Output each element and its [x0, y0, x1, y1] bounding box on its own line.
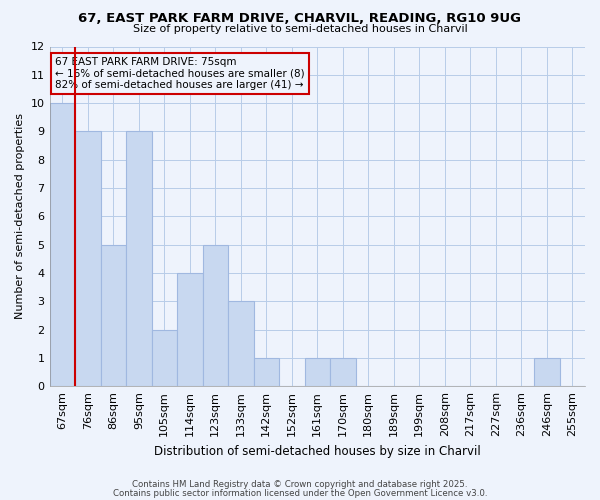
Bar — [534, 358, 560, 386]
Bar — [75, 132, 101, 386]
Text: 67 EAST PARK FARM DRIVE: 75sqm
← 16% of semi-detached houses are smaller (8)
82%: 67 EAST PARK FARM DRIVE: 75sqm ← 16% of … — [55, 56, 305, 90]
Bar — [101, 244, 126, 386]
Text: Size of property relative to semi-detached houses in Charvil: Size of property relative to semi-detach… — [133, 24, 467, 34]
Text: Contains HM Land Registry data © Crown copyright and database right 2025.: Contains HM Land Registry data © Crown c… — [132, 480, 468, 489]
Bar — [126, 132, 152, 386]
Bar — [305, 358, 330, 386]
Bar — [203, 244, 228, 386]
Bar — [254, 358, 279, 386]
X-axis label: Distribution of semi-detached houses by size in Charvil: Distribution of semi-detached houses by … — [154, 444, 481, 458]
Bar — [330, 358, 356, 386]
Text: 67, EAST PARK FARM DRIVE, CHARVIL, READING, RG10 9UG: 67, EAST PARK FARM DRIVE, CHARVIL, READI… — [79, 12, 521, 26]
Y-axis label: Number of semi-detached properties: Number of semi-detached properties — [15, 114, 25, 320]
Bar — [50, 103, 75, 386]
Bar — [228, 302, 254, 386]
Bar — [177, 273, 203, 386]
Text: Contains public sector information licensed under the Open Government Licence v3: Contains public sector information licen… — [113, 489, 487, 498]
Bar — [152, 330, 177, 386]
